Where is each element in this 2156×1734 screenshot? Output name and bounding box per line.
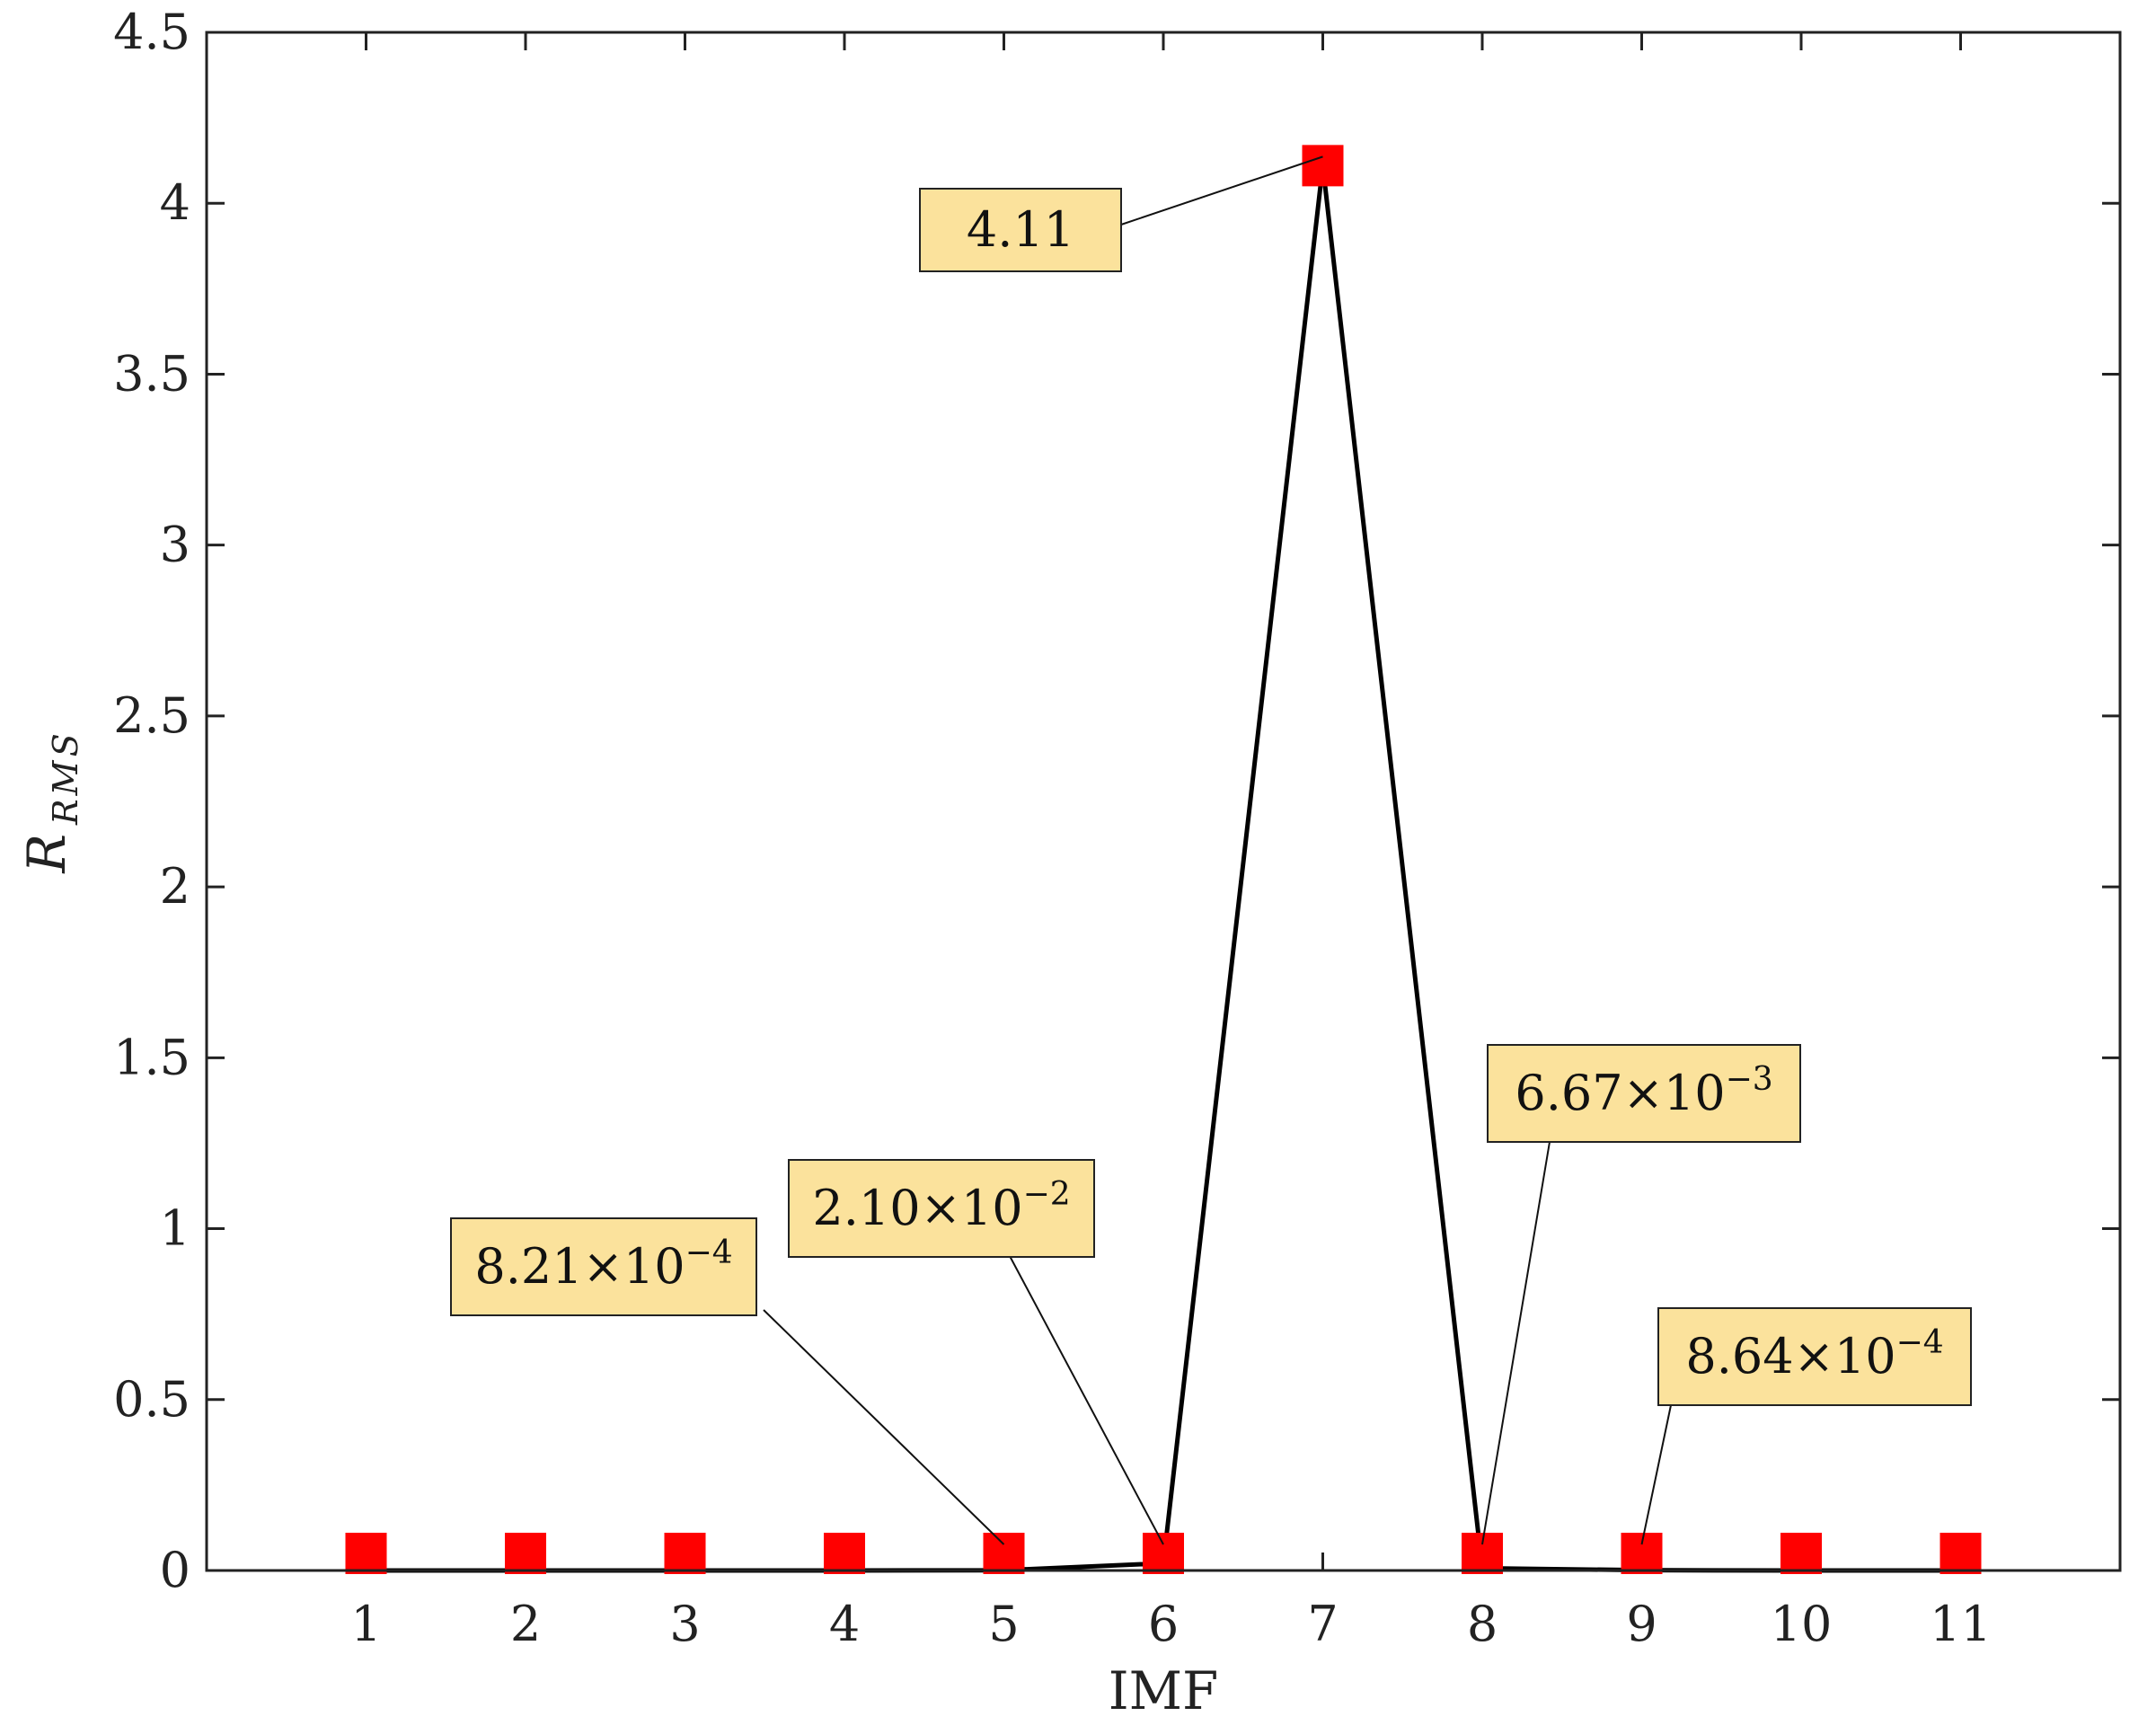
data-point-marker [1780,1533,1822,1574]
x-tick-label: 1 [350,1596,381,1652]
y-axis-title-main: R [16,834,77,874]
data-point-marker [1940,1533,1982,1574]
y-tick-label: 1 [160,1200,190,1257]
data-point-marker [1462,1533,1503,1574]
y-tick-label: 4 [160,174,190,231]
y-tick-label: 4.5 [113,4,190,60]
data-label-box [1657,1307,1972,1406]
x-tick-label: 8 [1467,1596,1498,1652]
data-point-marker [505,1533,546,1574]
data-label-times-ten: ×10 [921,1180,1023,1236]
data-point-marker [664,1533,706,1574]
x-tick-label: 5 [988,1596,1019,1652]
y-tick-label: 2 [160,858,190,915]
data-label-mantissa: 4.11 [967,201,1074,258]
x-tick-label: 9 [1626,1596,1657,1652]
data-point-marker [1143,1533,1184,1574]
data-label-mantissa: 2.10 [812,1180,920,1236]
data-label-mantissa: 8.64 [1685,1328,1793,1385]
data-point-marker [983,1533,1025,1574]
x-tick-label: 2 [510,1596,541,1652]
data-label: 6.67×10−3 [1481,1044,1801,1545]
data-label-text: 6.67×10−3 [1515,1061,1772,1121]
svg-text:RRMS: R RMS [16,730,85,873]
x-tick-label: 4 [829,1596,860,1652]
data-label-box [919,188,1122,272]
data-label: 2.10×10−2 [788,1159,1164,1545]
data-label-leader [1481,1141,1551,1545]
y-tick-label: 3 [160,517,190,573]
y-tick-label: 2.5 [113,687,190,744]
y-tick-label: 0 [160,1542,190,1598]
data-label-box [1487,1044,1801,1143]
ticks-layer: 0 0.5 1 1.5 2 2.5 3 3.5 4 4.5 1 2 3 4 5 6 7 8 9 10 11 [113,4,2120,1652]
data-label-leader [1640,1404,1672,1545]
x-tick-label: 6 [1148,1596,1179,1652]
data-label-leader [1009,1255,1164,1545]
data-label-times-ten: ×10 [1623,1065,1726,1121]
x-tick-label: 11 [1930,1596,1992,1652]
plot-frame [205,31,2122,1572]
y-tick-label: 1.5 [113,1029,190,1085]
data-label-leader [763,1309,1005,1545]
data-point-marker [1621,1533,1663,1574]
data-label-exponent: −4 [685,1234,733,1271]
data-label: 4.11 [919,155,1323,272]
data-label: 8.21×10−4 [450,1217,1005,1545]
data-label-leader [1120,155,1323,226]
data-label-times-ten: ×10 [583,1238,685,1295]
data-label-mantissa: 8.21 [474,1238,582,1295]
data-label-exponent: −4 [1896,1324,1944,1361]
data-label-text: 8.64×10−4 [1685,1324,1943,1385]
data-point-marker [1302,145,1344,187]
data-point-marker [824,1533,865,1574]
data-label-mantissa: 6.67 [1515,1065,1622,1121]
data-label: 8.64×10−4 [1640,1307,1972,1545]
data-label-text: 8.21×10−4 [474,1234,732,1295]
data-label-box [788,1159,1095,1258]
data-label-exponent: −3 [1726,1061,1773,1098]
x-tick-label: 7 [1307,1596,1338,1652]
data-label-times-ten: ×10 [1794,1328,1896,1385]
y-tick-label: 0.5 [113,1371,190,1428]
data-label-text: 4.11 [967,201,1074,258]
y-axis-title: R RMS [16,730,85,873]
data-label-text: 2.10×10−2 [812,1176,1070,1236]
annotation-layer: 8.21×10−42.10×10−24.116.67×10−38.64×10−4 [450,155,1972,1545]
data-label-box [450,1217,757,1316]
data-label-exponent: −2 [1023,1176,1071,1213]
data-point-marker [345,1533,387,1574]
y-tick-label: 3.5 [113,345,190,402]
y-axis-title-sub: RMS [46,730,85,826]
x-axis-title: IMF [1109,1660,1219,1721]
x-tick-label: 10 [1771,1596,1833,1652]
x-tick-label: 3 [669,1596,700,1652]
